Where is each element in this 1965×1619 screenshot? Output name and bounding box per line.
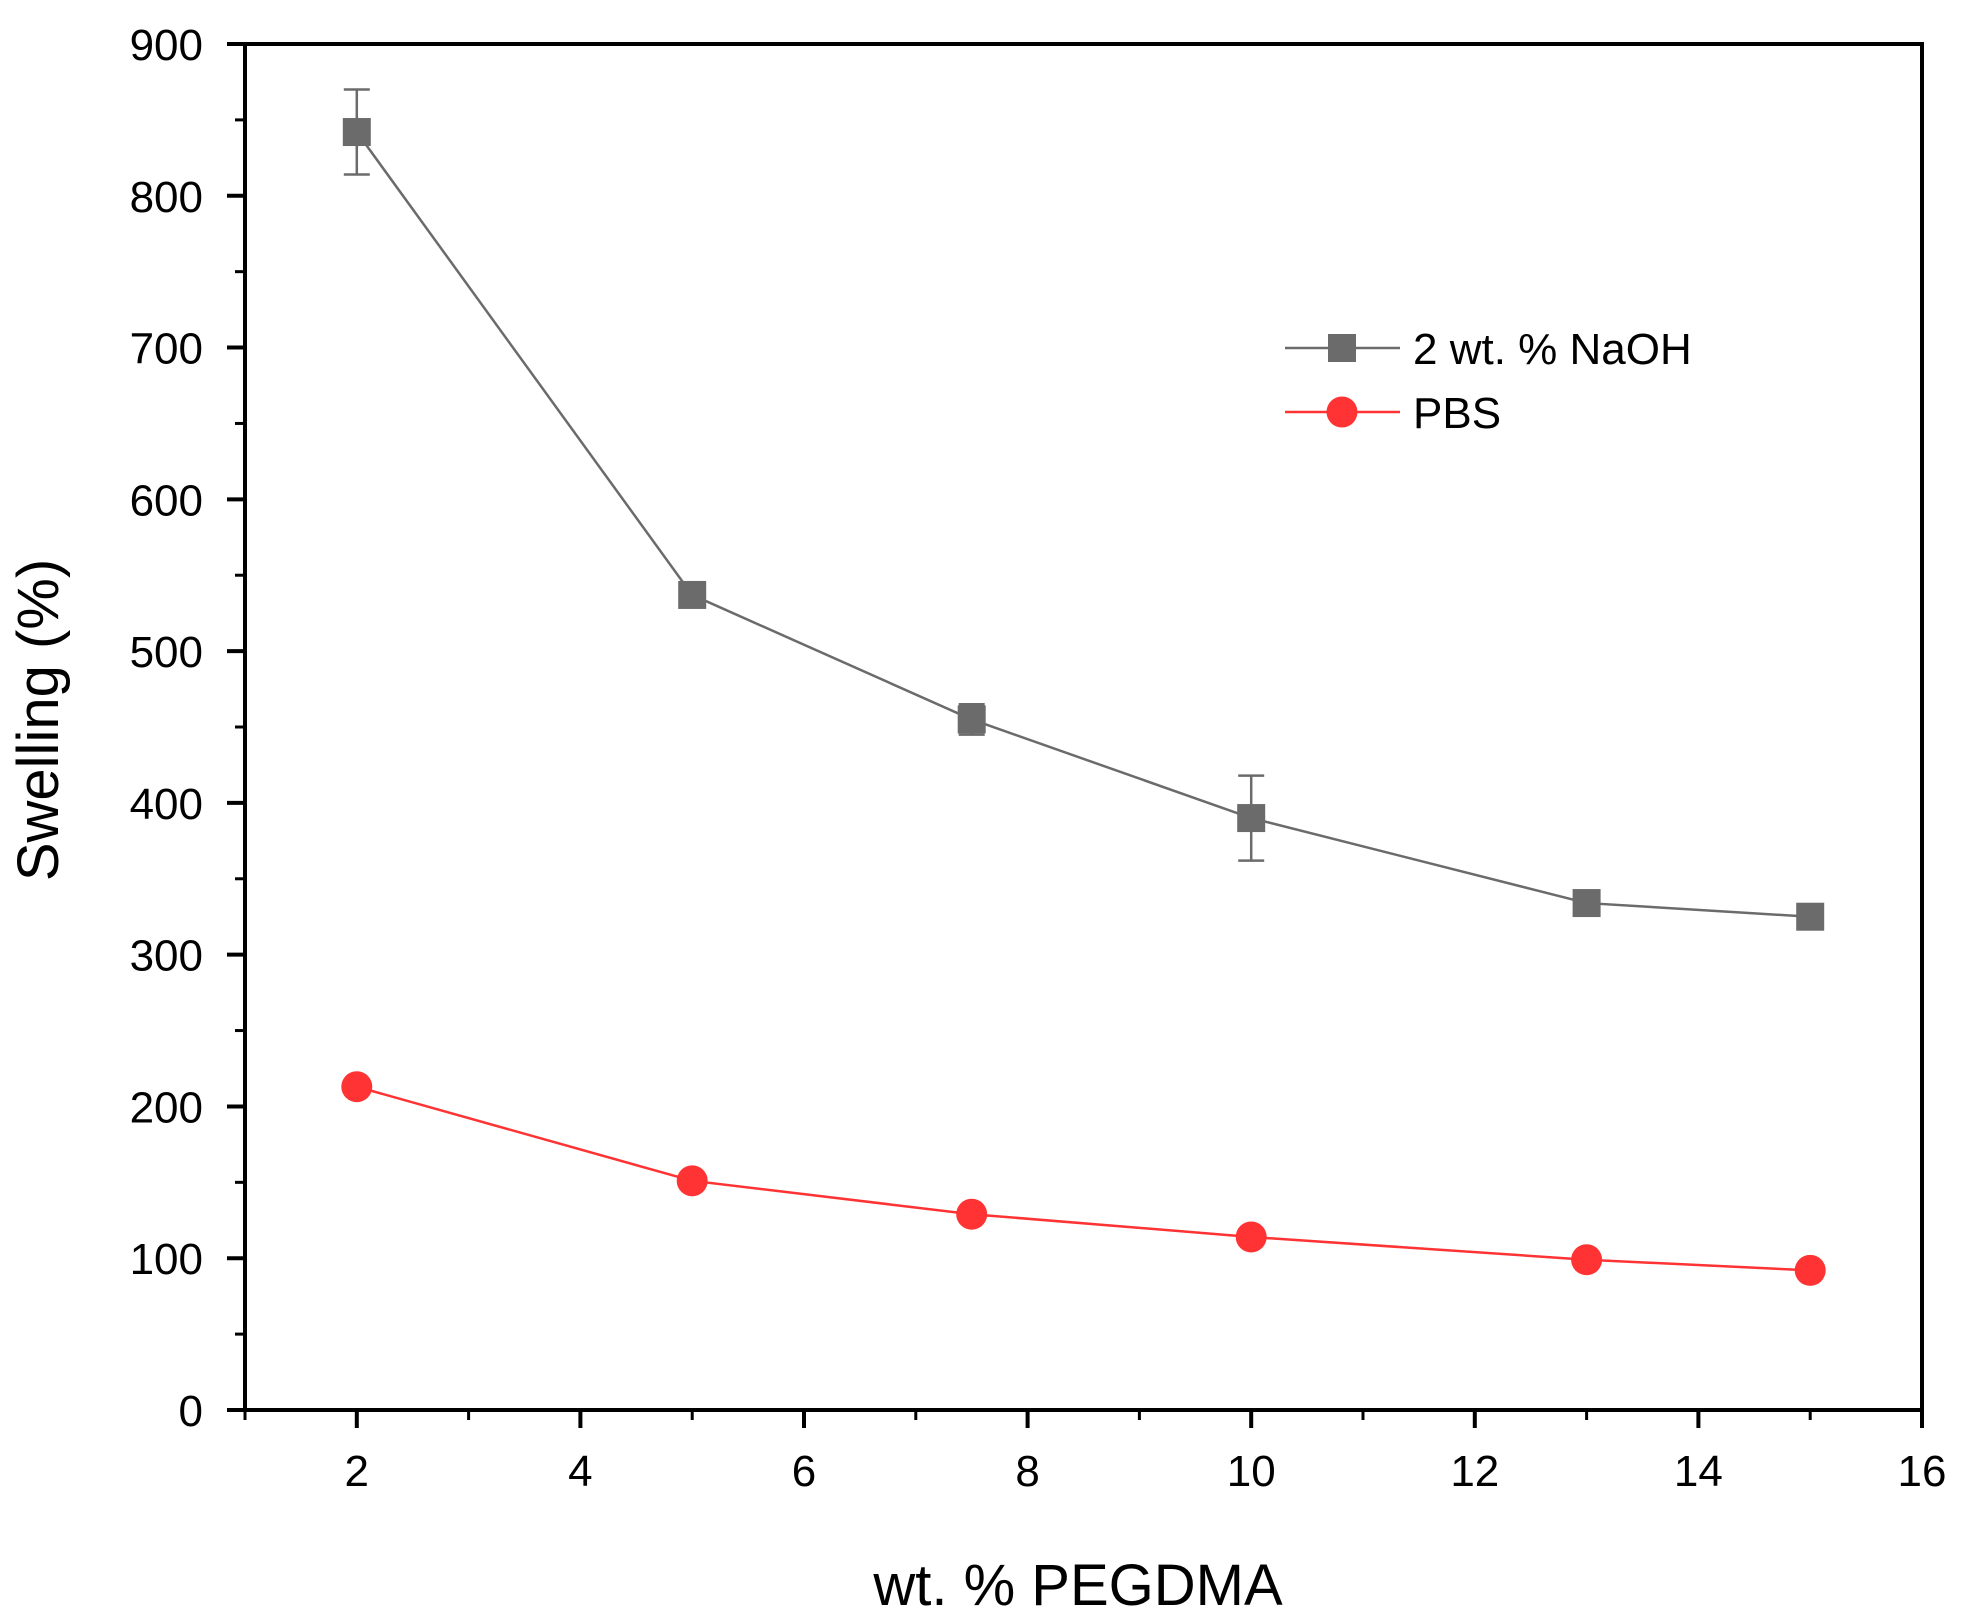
legend-item: PBS (1285, 389, 1501, 438)
series-1 (342, 88, 1825, 931)
x-tick-label: 16 (1898, 1447, 1947, 1496)
y-tick-label: 0 (179, 1387, 203, 1436)
data-point-circle (676, 1165, 708, 1197)
y-tick-label: 700 (130, 325, 203, 374)
x-tick-label: 6 (792, 1447, 816, 1496)
x-tick-label: 14 (1674, 1447, 1723, 1496)
series-layer (341, 88, 1826, 1286)
x-axis-title: wt. % PEGDMA (872, 1553, 1283, 1618)
x-axis-ticks: 2 4 6 8 10 12 14 16 (243, 1410, 1947, 1496)
data-point-circle (1571, 1244, 1603, 1276)
y-tick-label: 600 (130, 476, 203, 525)
data-point-square (1572, 889, 1601, 918)
y-tick-label: 300 (130, 932, 203, 981)
data-point-square (957, 705, 986, 734)
x-tick-label: 10 (1227, 1447, 1276, 1496)
y-tick-label: 900 (130, 21, 203, 70)
data-point-square (678, 580, 707, 609)
x-tick-label: 2 (345, 1447, 369, 1496)
x-tick-label: 8 (1015, 1447, 1039, 1496)
x-tick-label: 12 (1450, 1447, 1499, 1496)
data-point-square (342, 118, 371, 147)
data-point-circle (1235, 1221, 1267, 1253)
data-point-circle (341, 1071, 373, 1103)
y-axis-ticks: 0 100 200 300 400 500 600 700 800 900 (130, 21, 245, 1436)
y-tick-label: 500 (130, 628, 203, 677)
data-point-square (1237, 804, 1266, 833)
data-point-circle (956, 1198, 988, 1230)
series-line (356, 1085, 1811, 1272)
legend-marker-circle (1326, 396, 1358, 428)
y-tick-label: 400 (130, 780, 203, 829)
y-tick-label: 100 (130, 1235, 203, 1284)
data-point-circle (1794, 1254, 1826, 1286)
y-axis-title: Swelling (%) (6, 559, 71, 881)
series-line (355, 131, 1811, 918)
plot-frame (243, 42, 1924, 1412)
legend-item: 2 wt. % NaOH (1285, 325, 1692, 374)
legend-label: 2 wt. % NaOH (1413, 325, 1692, 374)
legend-marker-square (1328, 334, 1356, 362)
series-2 (341, 1071, 1826, 1286)
data-point-square (1796, 902, 1825, 931)
x-tick-label: 4 (568, 1447, 592, 1496)
y-tick-label: 800 (130, 173, 203, 222)
legend: 2 wt. % NaOH PBS (1285, 325, 1692, 438)
legend-label: PBS (1413, 389, 1501, 438)
y-tick-label: 200 (130, 1083, 203, 1132)
